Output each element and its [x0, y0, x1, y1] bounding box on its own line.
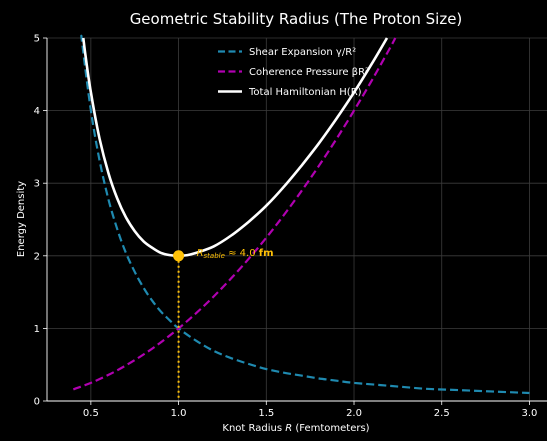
x-tick-label: 2.0: [346, 408, 362, 419]
plot-area: [47, 38, 547, 401]
legend-label: Coherence Pressure βR²: [249, 67, 369, 78]
annotation-value: ≈ 4.0: [225, 248, 259, 259]
legend: Shear Expansion γ/R² Coherence Pressure β…: [218, 47, 369, 98]
coherence-pressure-line: [72, 37, 397, 391]
legend-label: Shear Expansion γ/R²: [249, 47, 356, 58]
x-axis-label: Knot Radius R (Femtometers): [222, 423, 369, 434]
y-tick-label: 3: [34, 179, 40, 190]
legend-label: Total Hamiltonian H(R): [248, 87, 362, 98]
legend-item-coherence-pressure: Coherence Pressure βR²: [218, 67, 369, 78]
legend-item-total-hamiltonian: Total Hamiltonian H(R): [218, 87, 362, 98]
x-tick-label: 1.5: [258, 408, 274, 419]
x-tick-labels: 0.5 1.0 1.5 2.0 2.5 3.0: [83, 408, 538, 419]
marker-layer: [173, 250, 185, 401]
annotation-text: Rstable ≈ 4.0 fm: [197, 248, 274, 260]
legend-item-shear-expansion: Shear Expansion γ/R²: [218, 47, 356, 58]
stable-point-marker: [173, 250, 185, 262]
annotation-unit: fm: [259, 248, 274, 259]
y-axis-label: Energy Density: [16, 181, 27, 257]
y-tick-labels: 0 1 2 3 4 5: [34, 34, 40, 408]
annotation-subscript: stable: [204, 252, 225, 260]
x-tick-label: 1.0: [171, 408, 187, 419]
chart-title: Geometric Stability Radius (The Proton S…: [130, 10, 463, 28]
y-tick-label: 2: [34, 251, 40, 262]
x-tick-label: 0.5: [83, 408, 99, 419]
y-tick-label: 0: [34, 397, 40, 408]
stable-radius-annotation: Rstable ≈ 4.0 fm: [197, 248, 274, 260]
axes-layer: [46, 38, 547, 402]
y-tick-label: 5: [34, 34, 40, 45]
annotation-symbol: R: [197, 248, 204, 259]
y-tick-label: 1: [34, 324, 40, 335]
shear-expansion-line: [80, 34, 530, 395]
y-tick-label: 4: [34, 106, 40, 117]
x-tick-label: 2.5: [434, 408, 450, 419]
x-tick-label: 3.0: [522, 408, 538, 419]
